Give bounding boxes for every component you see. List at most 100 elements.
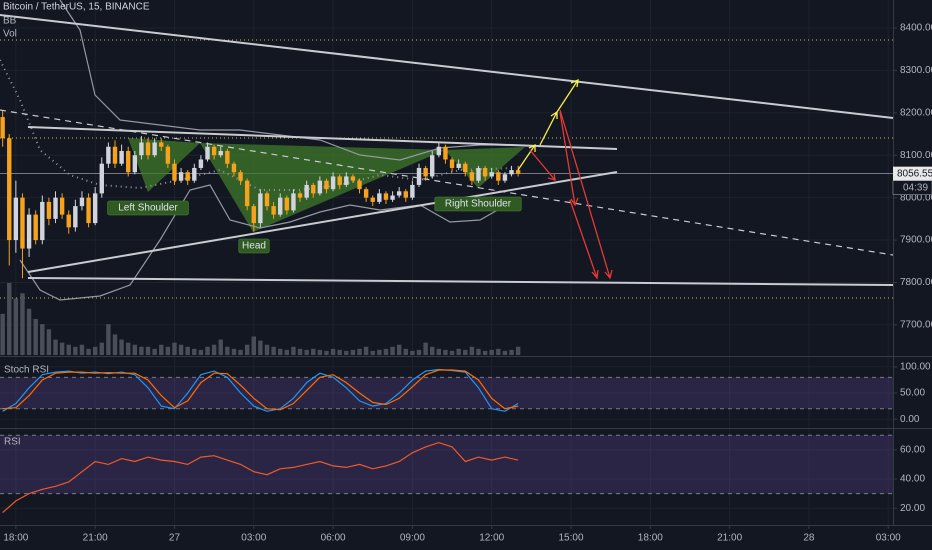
x-tick-label: 03:00	[241, 533, 266, 544]
candle-body	[509, 170, 514, 175]
candle-body	[304, 184, 309, 198]
pattern-label-box	[434, 196, 522, 212]
volume-bar	[198, 349, 204, 355]
neckline	[27, 126, 618, 150]
volume-bar	[258, 340, 263, 355]
candle-body	[297, 193, 303, 198]
candle-body	[211, 146, 217, 156]
volume-bar	[86, 348, 91, 355]
volume-bar	[430, 346, 435, 355]
volume-bar	[40, 324, 45, 355]
candle-body	[225, 150, 230, 164]
volume-bar	[410, 350, 415, 355]
candle-body	[476, 167, 481, 181]
volume-bar	[509, 349, 514, 355]
volume-bar	[112, 334, 118, 355]
volume-bar	[192, 348, 197, 355]
candle-body	[258, 193, 263, 224]
candle-body	[185, 172, 190, 181]
y-tick-label: 8000.00	[900, 192, 932, 203]
candle-body	[119, 150, 124, 164]
candle-body	[330, 176, 336, 190]
volume-bar	[363, 346, 369, 355]
volume-bar	[271, 346, 276, 355]
candle-body	[152, 142, 157, 156]
volume-bar	[390, 346, 395, 355]
pane-title: RSI	[4, 437, 21, 448]
volume-bar	[423, 342, 428, 355]
last-price-tag	[893, 166, 932, 181]
volume-bar	[463, 349, 468, 355]
volume-bar	[502, 350, 508, 355]
level-band	[0, 377, 893, 409]
volume-bar	[231, 348, 237, 355]
y-tick-label: 7800.00	[900, 277, 932, 288]
candle-body	[469, 172, 475, 181]
level-band	[0, 435, 893, 494]
volume-bar	[311, 348, 316, 355]
candle-body	[172, 163, 177, 181]
x-tick-label: 18:00	[638, 533, 663, 544]
bb-upper	[59, 0, 515, 161]
arrow	[569, 199, 599, 280]
candle-body	[271, 206, 276, 215]
candle-body	[40, 201, 45, 241]
candle-body	[463, 163, 468, 173]
candle-body	[423, 167, 428, 177]
volume-bar	[92, 346, 98, 355]
left-shoulder-area	[128, 138, 200, 192]
y-tick-label: 50.00	[900, 388, 925, 399]
last-price-label: 8056.55	[897, 168, 932, 179]
arrow	[556, 78, 579, 113]
candle-body	[244, 180, 250, 207]
indicator-line	[2, 369, 519, 411]
volume-bar	[238, 349, 243, 355]
candle-body	[291, 193, 296, 211]
bb-lower	[19, 184, 516, 301]
volume-bar	[396, 344, 402, 355]
candle-body	[86, 197, 91, 224]
candle-body	[449, 159, 455, 168]
volume-bar	[79, 344, 85, 355]
volume-bar	[7, 283, 12, 355]
candle-body	[145, 142, 151, 156]
indicator-label: BB	[3, 16, 17, 27]
arrow	[517, 143, 536, 171]
candle-body	[126, 150, 131, 173]
candle-body	[350, 176, 356, 181]
volume-bar	[139, 346, 144, 355]
candle-body	[390, 195, 395, 200]
pattern-label: Right Shoulder	[445, 199, 512, 210]
volume-bar	[383, 348, 389, 355]
candle-body	[278, 197, 283, 215]
volume-bar	[26, 308, 32, 355]
candle-body	[311, 184, 316, 194]
volume-bar	[350, 349, 356, 355]
y-tick-label: 8400.00	[900, 23, 932, 34]
volume-bar	[344, 350, 349, 355]
candle-body	[79, 197, 85, 207]
x-tick-label: 18:00	[3, 533, 28, 544]
volume-bar	[66, 344, 71, 355]
volume-bar	[324, 350, 329, 355]
trend-line	[27, 171, 618, 273]
volume-bar	[172, 342, 177, 355]
volume-bar	[476, 348, 481, 355]
candle-body	[377, 193, 382, 202]
volume-bar	[244, 344, 250, 355]
candle-body	[198, 159, 204, 168]
candle-body	[396, 191, 402, 196]
volume-bar	[416, 349, 422, 355]
volume-bar	[33, 319, 38, 355]
candle-body	[238, 172, 243, 181]
candle-body	[0, 117, 5, 139]
arrow	[539, 110, 558, 146]
candle-body	[165, 146, 171, 164]
volume-bar	[370, 350, 375, 355]
candle-body	[33, 214, 38, 241]
volume-bar	[297, 348, 303, 355]
candle-body	[20, 197, 25, 249]
volume-bar	[403, 348, 408, 355]
